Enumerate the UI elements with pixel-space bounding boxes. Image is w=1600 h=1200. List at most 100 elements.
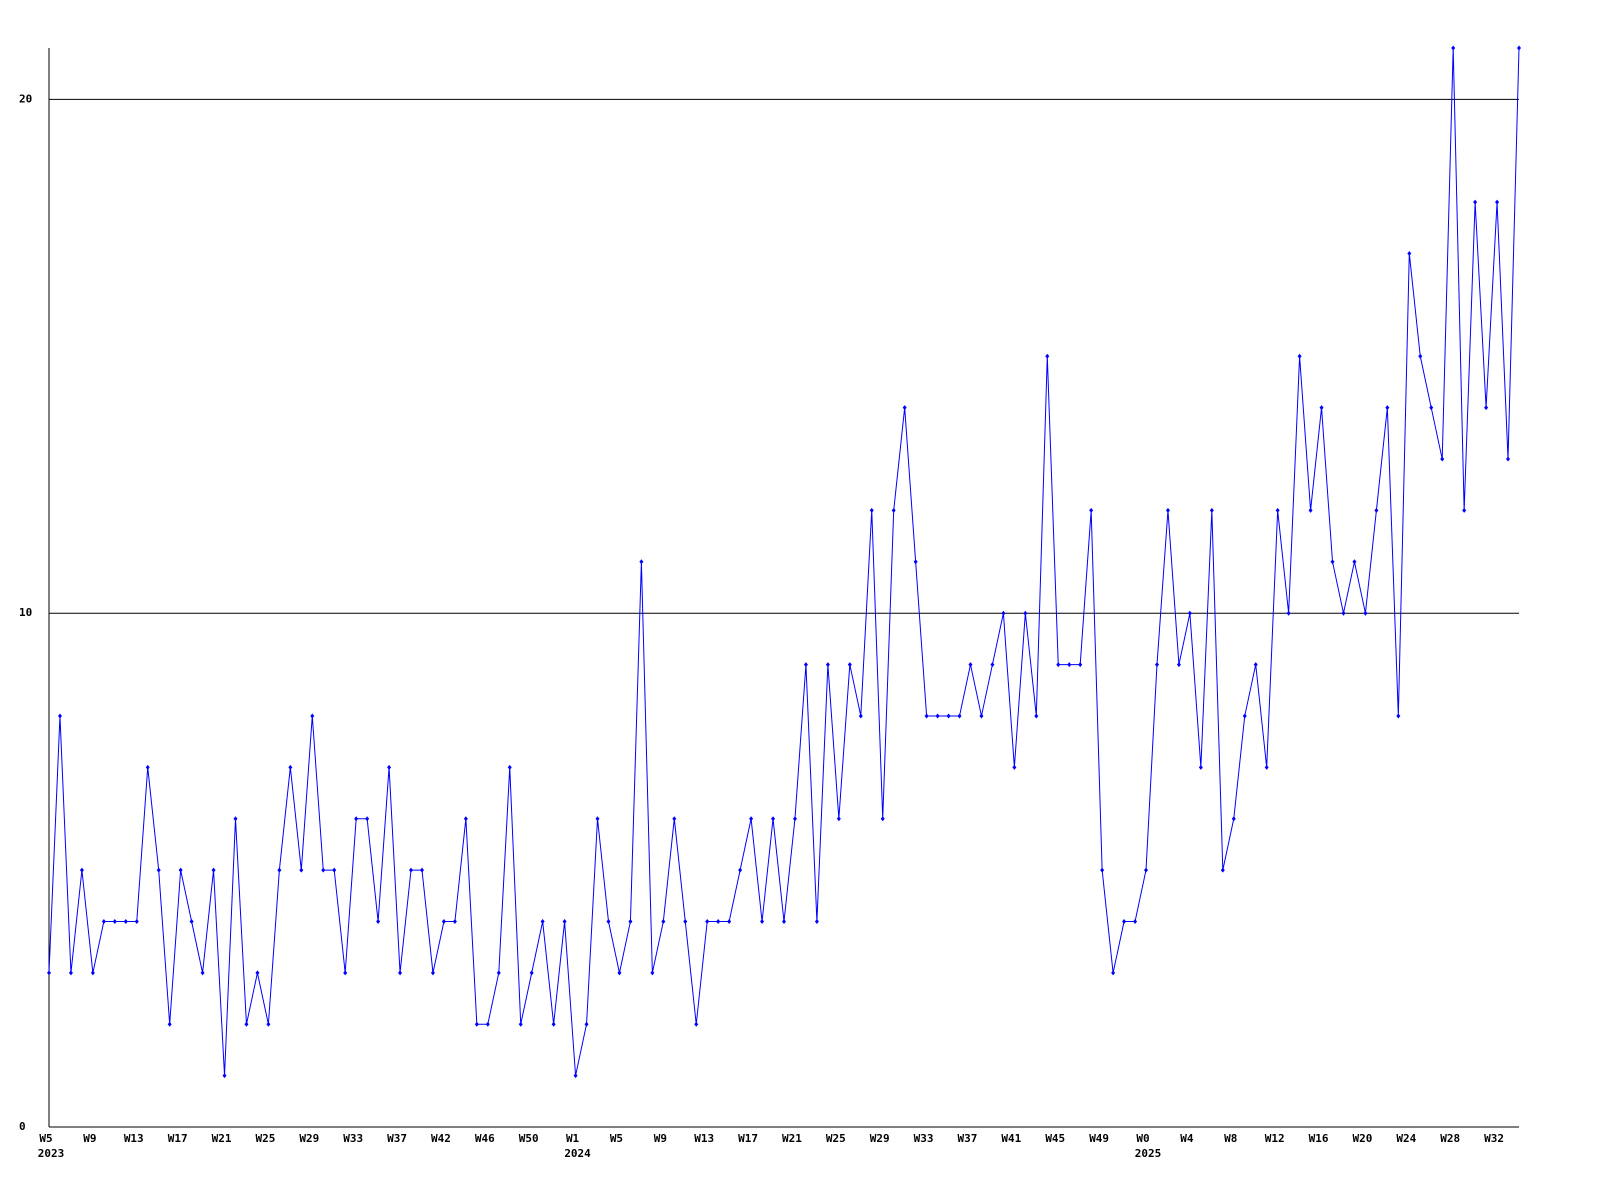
x-tick-label: W50 xyxy=(519,1132,539,1145)
x-tick-label: W46 xyxy=(475,1132,495,1145)
x-tick-label: W49 xyxy=(1089,1132,1109,1145)
data-point xyxy=(57,713,62,719)
data-point xyxy=(771,816,776,822)
data-point xyxy=(803,662,808,668)
data-point xyxy=(1067,662,1072,668)
data-point xyxy=(167,1021,172,1027)
x-year-label: 2024 xyxy=(564,1147,591,1160)
data-point xyxy=(310,713,315,719)
data-point xyxy=(869,507,874,513)
data-point xyxy=(1111,970,1116,976)
data-point xyxy=(1165,507,1170,513)
data-point xyxy=(134,918,139,924)
data-point xyxy=(156,867,161,873)
data-point xyxy=(595,816,600,822)
data-point xyxy=(1253,662,1258,668)
data-point xyxy=(716,918,721,924)
data-point xyxy=(419,867,424,873)
data-point xyxy=(123,918,128,924)
data-point xyxy=(573,1073,578,1079)
data-point xyxy=(178,867,183,873)
data-point xyxy=(452,918,457,924)
data-point xyxy=(639,559,644,565)
data-point xyxy=(1045,353,1050,359)
data-point xyxy=(738,867,743,873)
data-point xyxy=(1385,405,1390,411)
data-point xyxy=(1319,405,1324,411)
data-point xyxy=(913,559,918,565)
data-point xyxy=(485,1021,490,1027)
x-tick-label: W29 xyxy=(870,1132,890,1145)
data-point xyxy=(1374,507,1379,513)
data-point xyxy=(990,662,995,668)
x-tick-label: W13 xyxy=(694,1132,714,1145)
x-tick-label: W21 xyxy=(212,1132,232,1145)
data-point xyxy=(244,1021,249,1027)
x-tick-label: W32 xyxy=(1484,1132,1504,1145)
data-point xyxy=(957,713,962,719)
data-point xyxy=(792,816,797,822)
data-point xyxy=(145,764,150,770)
data-point xyxy=(1264,764,1269,770)
x-tick-label: W16 xyxy=(1309,1132,1329,1145)
data-point xyxy=(1122,918,1127,924)
data-point xyxy=(1100,867,1105,873)
data-point xyxy=(1220,867,1225,873)
data-point xyxy=(474,1021,479,1027)
x-tick-label: W24 xyxy=(1396,1132,1416,1145)
data-point xyxy=(222,1073,227,1079)
data-point xyxy=(1363,610,1368,616)
data-point xyxy=(441,918,446,924)
data-point xyxy=(1308,507,1313,513)
data-point xyxy=(1286,610,1291,616)
x-tick-label: W8 xyxy=(1224,1132,1237,1145)
data-point xyxy=(562,918,567,924)
data-point xyxy=(1001,610,1006,616)
data-point xyxy=(332,867,337,873)
data-point xyxy=(968,662,973,668)
data-point xyxy=(924,713,929,719)
data-point xyxy=(1023,610,1028,616)
data-point xyxy=(1484,405,1489,411)
data-point xyxy=(518,1021,523,1027)
data-point xyxy=(1056,662,1061,668)
x-tick-label: W0 xyxy=(1136,1132,1149,1145)
data-point xyxy=(584,1021,589,1027)
x-tick-label: W4 xyxy=(1180,1132,1194,1145)
data-point xyxy=(1517,45,1521,51)
x-tick-label: W25 xyxy=(255,1132,275,1145)
data-point xyxy=(1473,199,1478,205)
data-point xyxy=(661,918,666,924)
data-point xyxy=(749,816,754,822)
x-tick-label: W5 xyxy=(610,1132,623,1145)
data-point xyxy=(112,918,117,924)
data-point xyxy=(277,867,282,873)
data-point xyxy=(1187,610,1192,616)
data-point xyxy=(387,764,392,770)
data-point xyxy=(1198,764,1203,770)
data-point xyxy=(551,1021,556,1027)
data-point xyxy=(354,816,359,822)
data-point xyxy=(1242,713,1247,719)
x-tick-label: W33 xyxy=(914,1132,934,1145)
data-point xyxy=(1012,764,1017,770)
data-point xyxy=(979,713,984,719)
data-point xyxy=(288,764,293,770)
data-point xyxy=(398,970,403,976)
data-point xyxy=(540,918,545,924)
data-point xyxy=(727,918,732,924)
data-point xyxy=(617,970,622,976)
data-point xyxy=(902,405,907,411)
data-point xyxy=(463,816,468,822)
x-tick-label: W21 xyxy=(782,1132,802,1145)
x-tick-label: W20 xyxy=(1352,1132,1372,1145)
data-point xyxy=(1231,816,1236,822)
data-point xyxy=(1089,507,1094,513)
data-point xyxy=(1418,353,1423,359)
data-point xyxy=(694,1021,699,1027)
data-point xyxy=(321,867,326,873)
data-point xyxy=(233,816,238,822)
data-point xyxy=(79,867,84,873)
